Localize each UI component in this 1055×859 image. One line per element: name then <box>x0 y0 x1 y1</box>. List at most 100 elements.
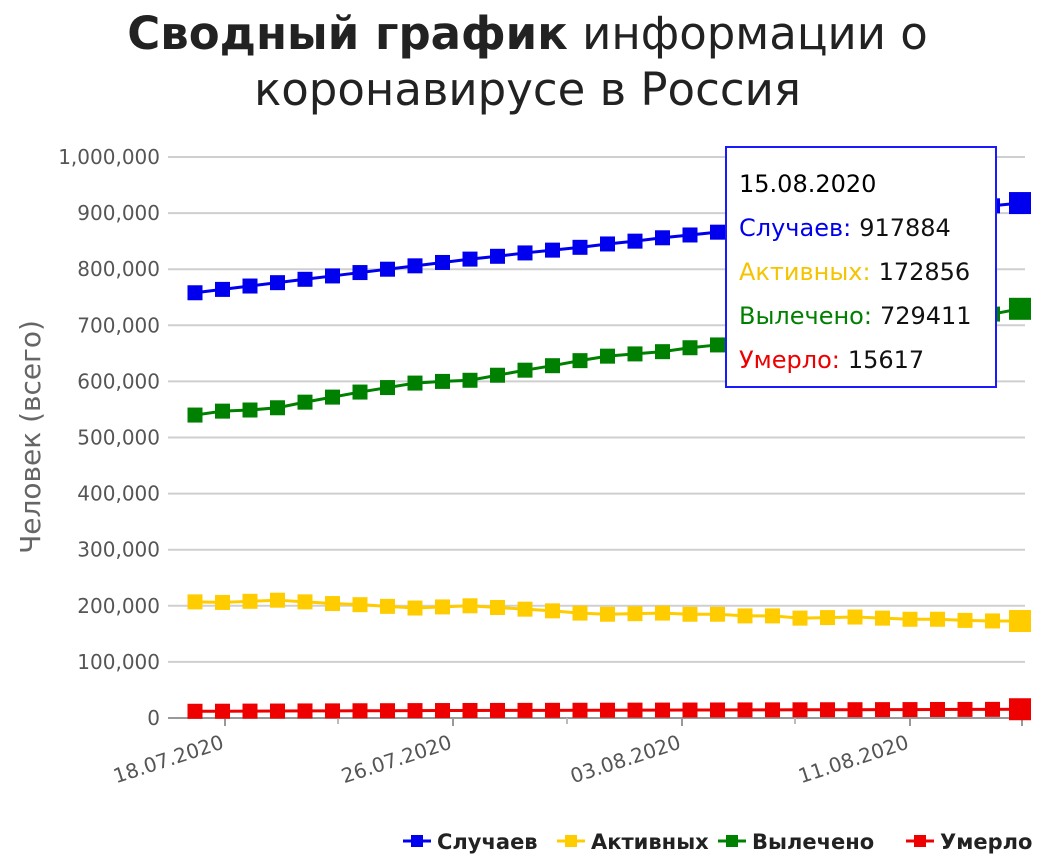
data-point-deaths[interactable] <box>737 702 753 718</box>
legend-item-active[interactable]: Активных <box>557 830 709 854</box>
data-point-active[interactable] <box>545 603 560 619</box>
data-point-recovered[interactable] <box>435 373 450 389</box>
data-point-cases[interactable] <box>572 239 588 255</box>
data-point-active[interactable] <box>462 598 478 614</box>
data-point-active[interactable] <box>242 593 258 609</box>
data-point-cases[interactable] <box>352 265 368 281</box>
data-point-recovered[interactable] <box>187 407 203 423</box>
data-point-recovered[interactable] <box>352 384 368 400</box>
series-active[interactable] <box>187 592 1032 633</box>
data-point-recovered[interactable] <box>682 340 698 356</box>
data-point-recovered[interactable] <box>655 344 670 360</box>
data-point-recovered[interactable] <box>407 375 423 391</box>
data-point-cases[interactable] <box>325 268 340 284</box>
data-point-active[interactable] <box>407 600 423 616</box>
data-point-deaths[interactable] <box>572 702 588 718</box>
data-point-cases[interactable] <box>1009 192 1031 215</box>
data-point-cases[interactable] <box>517 245 533 261</box>
data-point-cases[interactable] <box>215 281 230 297</box>
data-point-deaths[interactable] <box>765 702 780 718</box>
data-point-deaths[interactable] <box>215 703 230 719</box>
data-point-active[interactable] <box>270 592 285 608</box>
data-point-active[interactable] <box>297 594 313 610</box>
data-point-active[interactable] <box>682 606 698 622</box>
legend-item-deaths[interactable]: Умерло <box>906 830 1032 854</box>
data-point-active[interactable] <box>930 611 945 627</box>
data-point-active[interactable] <box>187 594 203 610</box>
data-point-active[interactable] <box>792 610 808 626</box>
data-point-cases[interactable] <box>545 242 560 258</box>
data-point-deaths[interactable] <box>655 702 670 718</box>
data-point-deaths[interactable] <box>517 702 533 718</box>
data-point-active[interactable] <box>957 612 973 628</box>
data-point-active[interactable] <box>902 611 918 627</box>
data-point-recovered[interactable] <box>600 348 615 364</box>
data-point-cases[interactable] <box>710 224 725 240</box>
data-point-active[interactable] <box>380 598 395 614</box>
data-point-cases[interactable] <box>407 258 423 274</box>
data-point-active[interactable] <box>820 610 835 626</box>
data-point-recovered[interactable] <box>572 353 588 369</box>
data-point-cases[interactable] <box>600 236 615 252</box>
series-deaths[interactable] <box>187 698 1032 721</box>
data-point-recovered[interactable] <box>242 402 258 418</box>
data-point-active[interactable] <box>875 610 890 626</box>
data-point-active[interactable] <box>600 606 615 622</box>
data-point-recovered[interactable] <box>380 380 395 396</box>
data-point-cases[interactable] <box>380 261 395 277</box>
data-point-deaths[interactable] <box>380 703 395 719</box>
data-point-cases[interactable] <box>462 251 478 267</box>
data-point-active[interactable] <box>985 613 1000 629</box>
data-point-deaths[interactable] <box>1009 698 1031 721</box>
data-point-deaths[interactable] <box>847 702 863 718</box>
data-point-cases[interactable] <box>682 227 698 243</box>
data-point-recovered[interactable] <box>627 346 643 362</box>
data-point-deaths[interactable] <box>957 701 973 717</box>
data-point-recovered[interactable] <box>490 367 505 383</box>
data-point-deaths[interactable] <box>435 703 450 719</box>
data-point-recovered[interactable] <box>215 403 230 419</box>
data-point-deaths[interactable] <box>490 702 505 718</box>
data-point-active[interactable] <box>710 606 725 622</box>
data-point-active[interactable] <box>655 605 670 621</box>
data-point-active[interactable] <box>325 596 340 612</box>
data-point-recovered[interactable] <box>325 389 340 405</box>
data-point-deaths[interactable] <box>682 702 698 718</box>
data-point-active[interactable] <box>737 608 753 624</box>
data-point-active[interactable] <box>1009 610 1031 633</box>
data-point-cases[interactable] <box>655 230 670 246</box>
data-point-cases[interactable] <box>627 233 643 249</box>
data-point-deaths[interactable] <box>242 703 258 719</box>
data-point-active[interactable] <box>627 606 643 622</box>
data-point-deaths[interactable] <box>627 702 643 718</box>
data-point-active[interactable] <box>215 594 230 610</box>
data-point-cases[interactable] <box>187 285 203 301</box>
data-point-deaths[interactable] <box>325 703 340 719</box>
data-point-deaths[interactable] <box>545 702 560 718</box>
data-point-recovered[interactable] <box>297 394 313 410</box>
data-point-cases[interactable] <box>490 248 505 264</box>
data-point-deaths[interactable] <box>462 702 478 718</box>
data-point-deaths[interactable] <box>600 702 615 718</box>
data-point-deaths[interactable] <box>820 702 835 718</box>
data-point-deaths[interactable] <box>270 703 285 719</box>
data-point-active[interactable] <box>352 597 368 613</box>
data-point-active[interactable] <box>765 608 780 624</box>
data-point-cases[interactable] <box>270 275 285 291</box>
data-point-deaths[interactable] <box>792 702 808 718</box>
data-point-recovered[interactable] <box>270 400 285 416</box>
data-point-deaths[interactable] <box>297 703 313 719</box>
legend[interactable]: Случаев Активных Вылечено Умерло <box>403 830 1032 854</box>
data-point-deaths[interactable] <box>710 702 725 718</box>
legend-item-recovered[interactable]: Вылечено <box>718 830 874 854</box>
data-point-deaths[interactable] <box>407 703 423 719</box>
data-point-recovered[interactable] <box>462 372 478 388</box>
data-point-recovered[interactable] <box>710 337 725 353</box>
legend-item-cases[interactable]: Случаев <box>403 830 538 854</box>
data-point-recovered[interactable] <box>1009 297 1031 320</box>
data-point-deaths[interactable] <box>875 702 890 718</box>
data-point-recovered[interactable] <box>545 358 560 374</box>
data-point-active[interactable] <box>572 605 588 621</box>
data-point-recovered[interactable] <box>517 362 533 378</box>
data-point-deaths[interactable] <box>985 701 1000 717</box>
